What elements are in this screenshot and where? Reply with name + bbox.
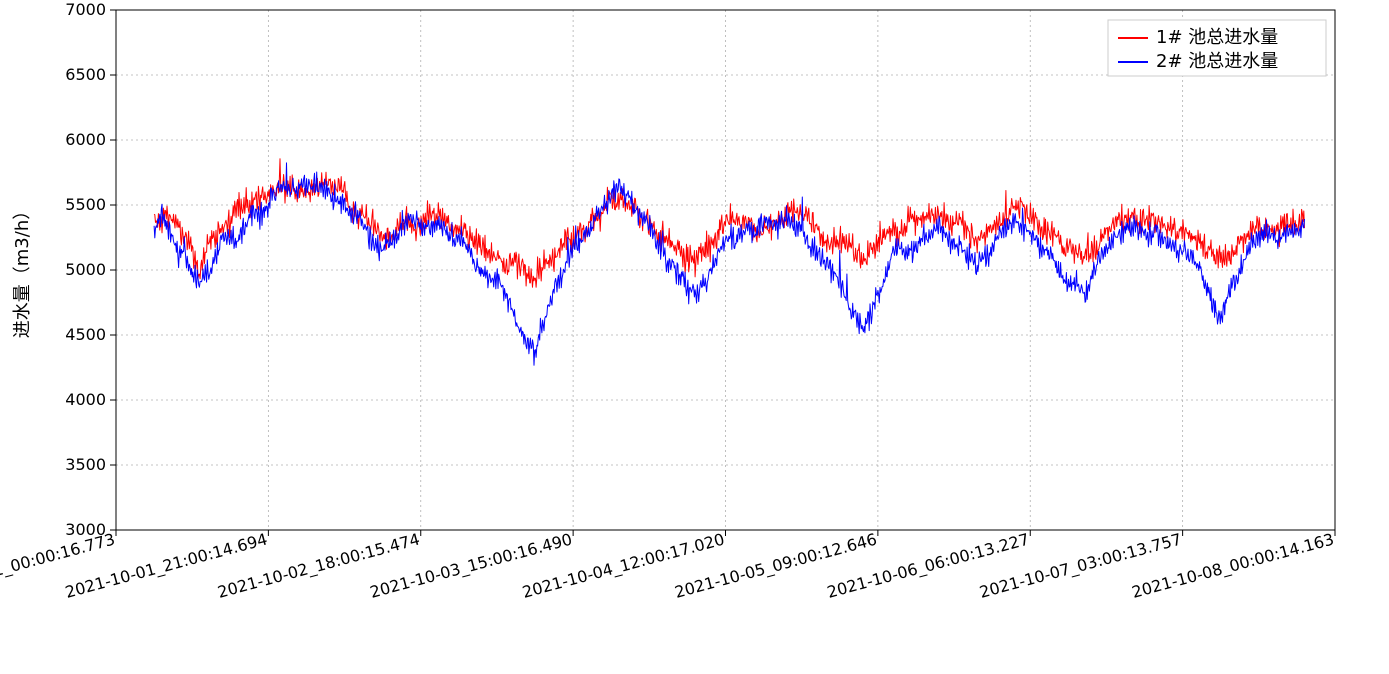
y-tick-label: 5000 <box>65 260 106 279</box>
timeseries-chart: 3000350040004500500055006000650070002021… <box>0 0 1389 674</box>
y-tick-label: 6000 <box>65 130 106 149</box>
legend-label: 2# 池总进水量 <box>1156 51 1278 72</box>
legend-label: 1# 池总进水量 <box>1156 27 1278 48</box>
y-tick-label: 3500 <box>65 455 106 474</box>
y-tick-label: 6500 <box>65 65 106 84</box>
y-tick-label: 4000 <box>65 390 106 409</box>
y-tick-label: 5500 <box>65 195 106 214</box>
y-axis-label: 进水量（m3/h） <box>12 202 33 338</box>
y-tick-label: 7000 <box>65 0 106 19</box>
legend: 1# 池总进水量 2# 池总进水量 <box>1108 20 1326 76</box>
chart-container: 3000350040004500500055006000650070002021… <box>0 0 1389 674</box>
y-tick-label: 4500 <box>65 325 106 344</box>
